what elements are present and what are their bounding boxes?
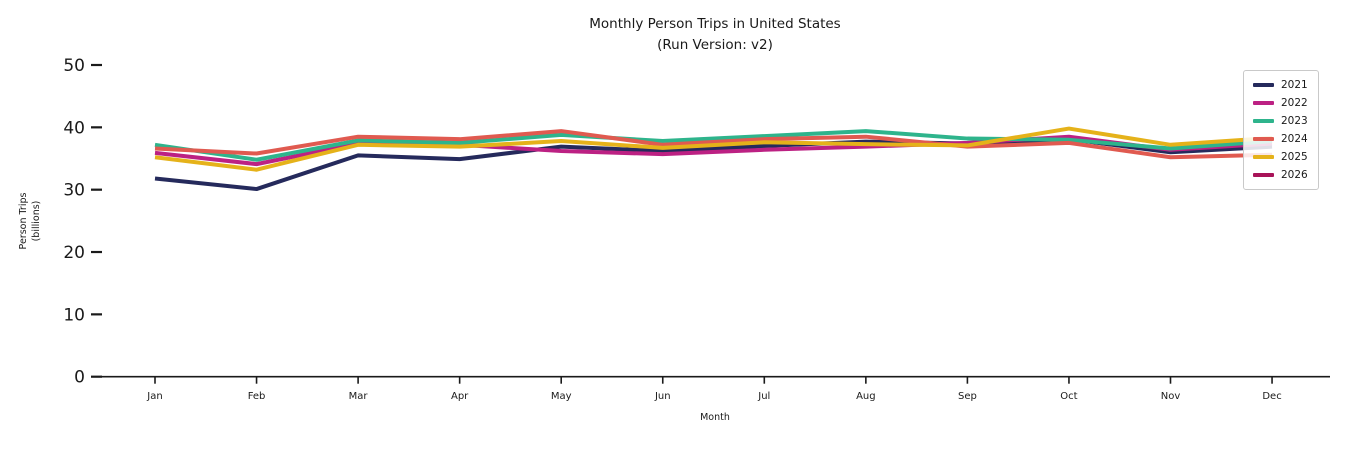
legend-swatch-2024	[1253, 137, 1274, 141]
legend-swatch-2021	[1253, 83, 1274, 87]
legend-item-2023: 2023	[1253, 113, 1308, 129]
series-line-2023	[154, 129, 1273, 162]
legend-item-2021: 2021	[1253, 77, 1308, 93]
x-tick-label: Oct	[1060, 391, 1077, 402]
legend-label-2026: 2026	[1281, 169, 1308, 181]
chart-title-line2: (Run Version: v2)	[657, 36, 773, 53]
x-tick-label: Apr	[451, 391, 469, 402]
y-tick-label: 20	[63, 243, 85, 263]
x-tick-label: Sep	[958, 391, 977, 402]
y-tick-label: 30	[63, 181, 85, 201]
x-tick-label: Jul	[757, 391, 770, 402]
legend: 2021 2022 2023 2024 2025 2026	[1243, 70, 1319, 190]
x-tick-label: Jun	[654, 391, 671, 402]
x-tick-label: Jan	[146, 391, 162, 402]
y-tick-label: 50	[63, 56, 85, 76]
legend-item-2022: 2022	[1253, 95, 1308, 111]
x-tick-label: Nov	[1161, 391, 1181, 402]
y-axis-label: Person Trips (billions)	[18, 151, 48, 291]
y-tick-label: 10	[63, 305, 85, 325]
y-tick-label: 40	[63, 118, 85, 138]
legend-item-2026: 2026	[1253, 167, 1308, 183]
legend-label-2023: 2023	[1281, 115, 1308, 127]
x-tick-label: Mar	[349, 391, 369, 402]
x-axis-label: Month	[700, 412, 730, 423]
series-line-2025	[154, 126, 1273, 172]
legend-swatch-2023	[1253, 119, 1274, 123]
chart-title-line1: Monthly Person Trips in United States	[589, 16, 841, 32]
y-tick-label: 0	[74, 368, 85, 388]
x-tick-label: May	[551, 391, 572, 402]
x-tick-label: Feb	[248, 391, 266, 402]
y-axis-label-line2: (billions)	[30, 200, 42, 242]
legend-swatch-2022	[1253, 101, 1274, 105]
legend-item-2024: 2024	[1253, 131, 1308, 147]
legend-label-2022: 2022	[1281, 97, 1308, 109]
y-axis-label-line1: Person Trips	[18, 192, 29, 250]
legend-label-2024: 2024	[1281, 133, 1308, 145]
series-line-2024	[154, 129, 1273, 160]
legend-swatch-2026	[1253, 173, 1274, 177]
chart-title: Monthly Person Trips in United States (R…	[100, 14, 1330, 56]
legend-item-2025: 2025	[1253, 149, 1308, 165]
legend-label-2025: 2025	[1281, 151, 1308, 163]
legend-label-2021: 2021	[1281, 79, 1308, 91]
x-tick-label: Aug	[856, 391, 876, 402]
legend-swatch-2025	[1253, 155, 1274, 159]
x-tick-label: Dec	[1262, 391, 1281, 402]
